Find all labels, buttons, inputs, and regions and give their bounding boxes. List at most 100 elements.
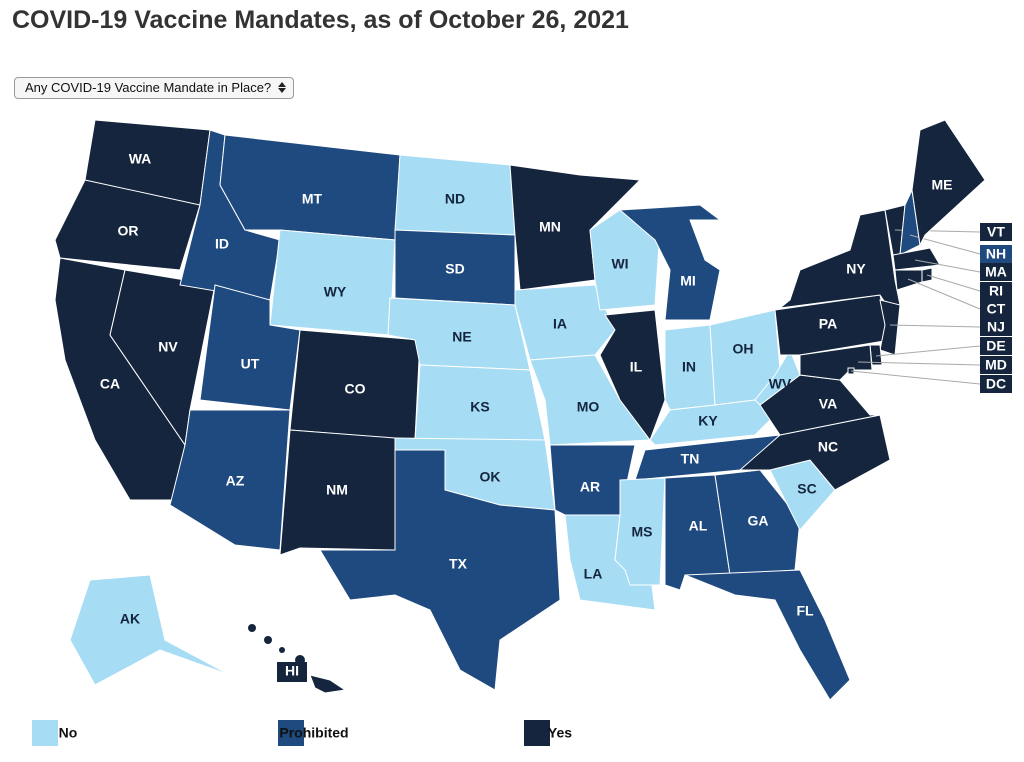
state[interactable] — [911, 119, 986, 247]
state-label: KS — [470, 399, 489, 415]
state-label: CO — [345, 381, 366, 397]
state-label: ID — [215, 236, 229, 252]
state-label: TX — [449, 556, 468, 572]
callout-line — [914, 259, 981, 273]
callout-box — [980, 318, 1012, 336]
state[interactable] — [169, 409, 291, 551]
callout-line — [907, 278, 981, 310]
state-label: HI — [285, 663, 299, 679]
state[interactable] — [309, 674, 347, 694]
callout-box — [980, 282, 1012, 300]
state[interactable] — [614, 477, 666, 586]
state-label: OR — [118, 223, 139, 239]
callout-box — [980, 375, 1012, 393]
state[interactable] — [69, 574, 231, 686]
state-label: NJ — [987, 319, 1005, 335]
legend-swatch[interactable] — [32, 720, 58, 746]
island — [279, 647, 285, 653]
state-label: SD — [445, 261, 464, 277]
state[interactable] — [684, 569, 851, 701]
callout-line — [850, 370, 981, 385]
state-label: WI — [611, 256, 628, 272]
state[interactable] — [879, 299, 901, 356]
label-box — [277, 662, 307, 682]
state[interactable] — [599, 309, 666, 442]
state-label: NC — [818, 439, 838, 455]
state-label: GA — [748, 513, 769, 529]
callout-box — [980, 245, 1012, 263]
legend-label[interactable]: Yes — [548, 725, 572, 741]
state[interactable] — [54, 179, 201, 271]
state-label: MD — [985, 357, 1007, 373]
state[interactable] — [714, 469, 801, 576]
callout-box — [980, 337, 1012, 355]
island — [248, 624, 256, 632]
state-label: NM — [326, 482, 348, 498]
state-label: NV — [158, 339, 178, 355]
state-label: IA — [553, 316, 567, 332]
state-label: AR — [580, 479, 600, 495]
state-label: UT — [241, 356, 260, 372]
state[interactable] — [894, 269, 923, 291]
state-label: DC — [986, 376, 1006, 392]
state[interactable] — [754, 348, 801, 406]
state-label: LA — [584, 566, 603, 582]
callout-box — [980, 356, 1012, 374]
state-label: MO — [577, 399, 600, 415]
state-label: VA — [819, 396, 837, 412]
state[interactable] — [319, 449, 561, 691]
state-label: OH — [733, 341, 754, 357]
state[interactable] — [279, 429, 396, 556]
state-label: WA — [129, 151, 152, 167]
legend-swatch[interactable] — [524, 720, 550, 746]
legend-swatch[interactable] — [278, 720, 304, 746]
state-label: NE — [452, 329, 471, 345]
state[interactable] — [738, 414, 891, 491]
state-label: NH — [986, 246, 1006, 262]
state-label: RI — [989, 283, 1003, 299]
callout-line — [889, 324, 981, 328]
state-label: MA — [985, 264, 1007, 280]
state-label: TN — [681, 451, 700, 467]
callout-box — [980, 223, 1012, 241]
state-label: ND — [445, 191, 465, 207]
state-label: WV — [769, 376, 792, 392]
callout-line — [875, 345, 981, 357]
legend-label[interactable]: No — [59, 725, 78, 741]
state-label: AZ — [226, 473, 245, 489]
state-label: PA — [819, 316, 837, 332]
state-label: MI — [680, 273, 696, 289]
island — [295, 655, 305, 665]
state-label: IN — [682, 359, 696, 375]
state[interactable] — [778, 209, 901, 311]
state-label: OK — [480, 469, 501, 485]
state-label: CT — [987, 301, 1006, 317]
state-label: NY — [846, 261, 866, 277]
state-label: AL — [689, 518, 708, 534]
state-label: MN — [539, 219, 561, 235]
callout-box — [980, 300, 1012, 318]
state-label: AK — [120, 611, 140, 627]
state[interactable] — [269, 229, 396, 336]
state-label: DE — [986, 338, 1005, 354]
state-label: KY — [698, 413, 718, 429]
callout-line — [857, 361, 981, 366]
state-label: MS — [632, 524, 653, 540]
state-label: MT — [302, 191, 323, 207]
legend-label[interactable]: Prohibited — [279, 725, 348, 741]
callout-line — [926, 274, 981, 292]
state-label: SC — [797, 481, 816, 497]
state[interactable] — [219, 134, 401, 241]
dropdown[interactable]: Any COVID-19 Vaccine Mandate in Place? — [14, 77, 295, 99]
callout-box — [980, 263, 1012, 281]
state[interactable] — [618, 204, 722, 321]
state-label: FL — [796, 603, 814, 619]
state-label: ME — [932, 177, 953, 193]
title: COVID-19 Vaccine Mandates, as of October… — [12, 6, 629, 34]
state-label: WY — [324, 284, 347, 300]
state-label: VT — [987, 224, 1005, 240]
island — [264, 636, 272, 644]
state-label: CA — [100, 376, 120, 392]
